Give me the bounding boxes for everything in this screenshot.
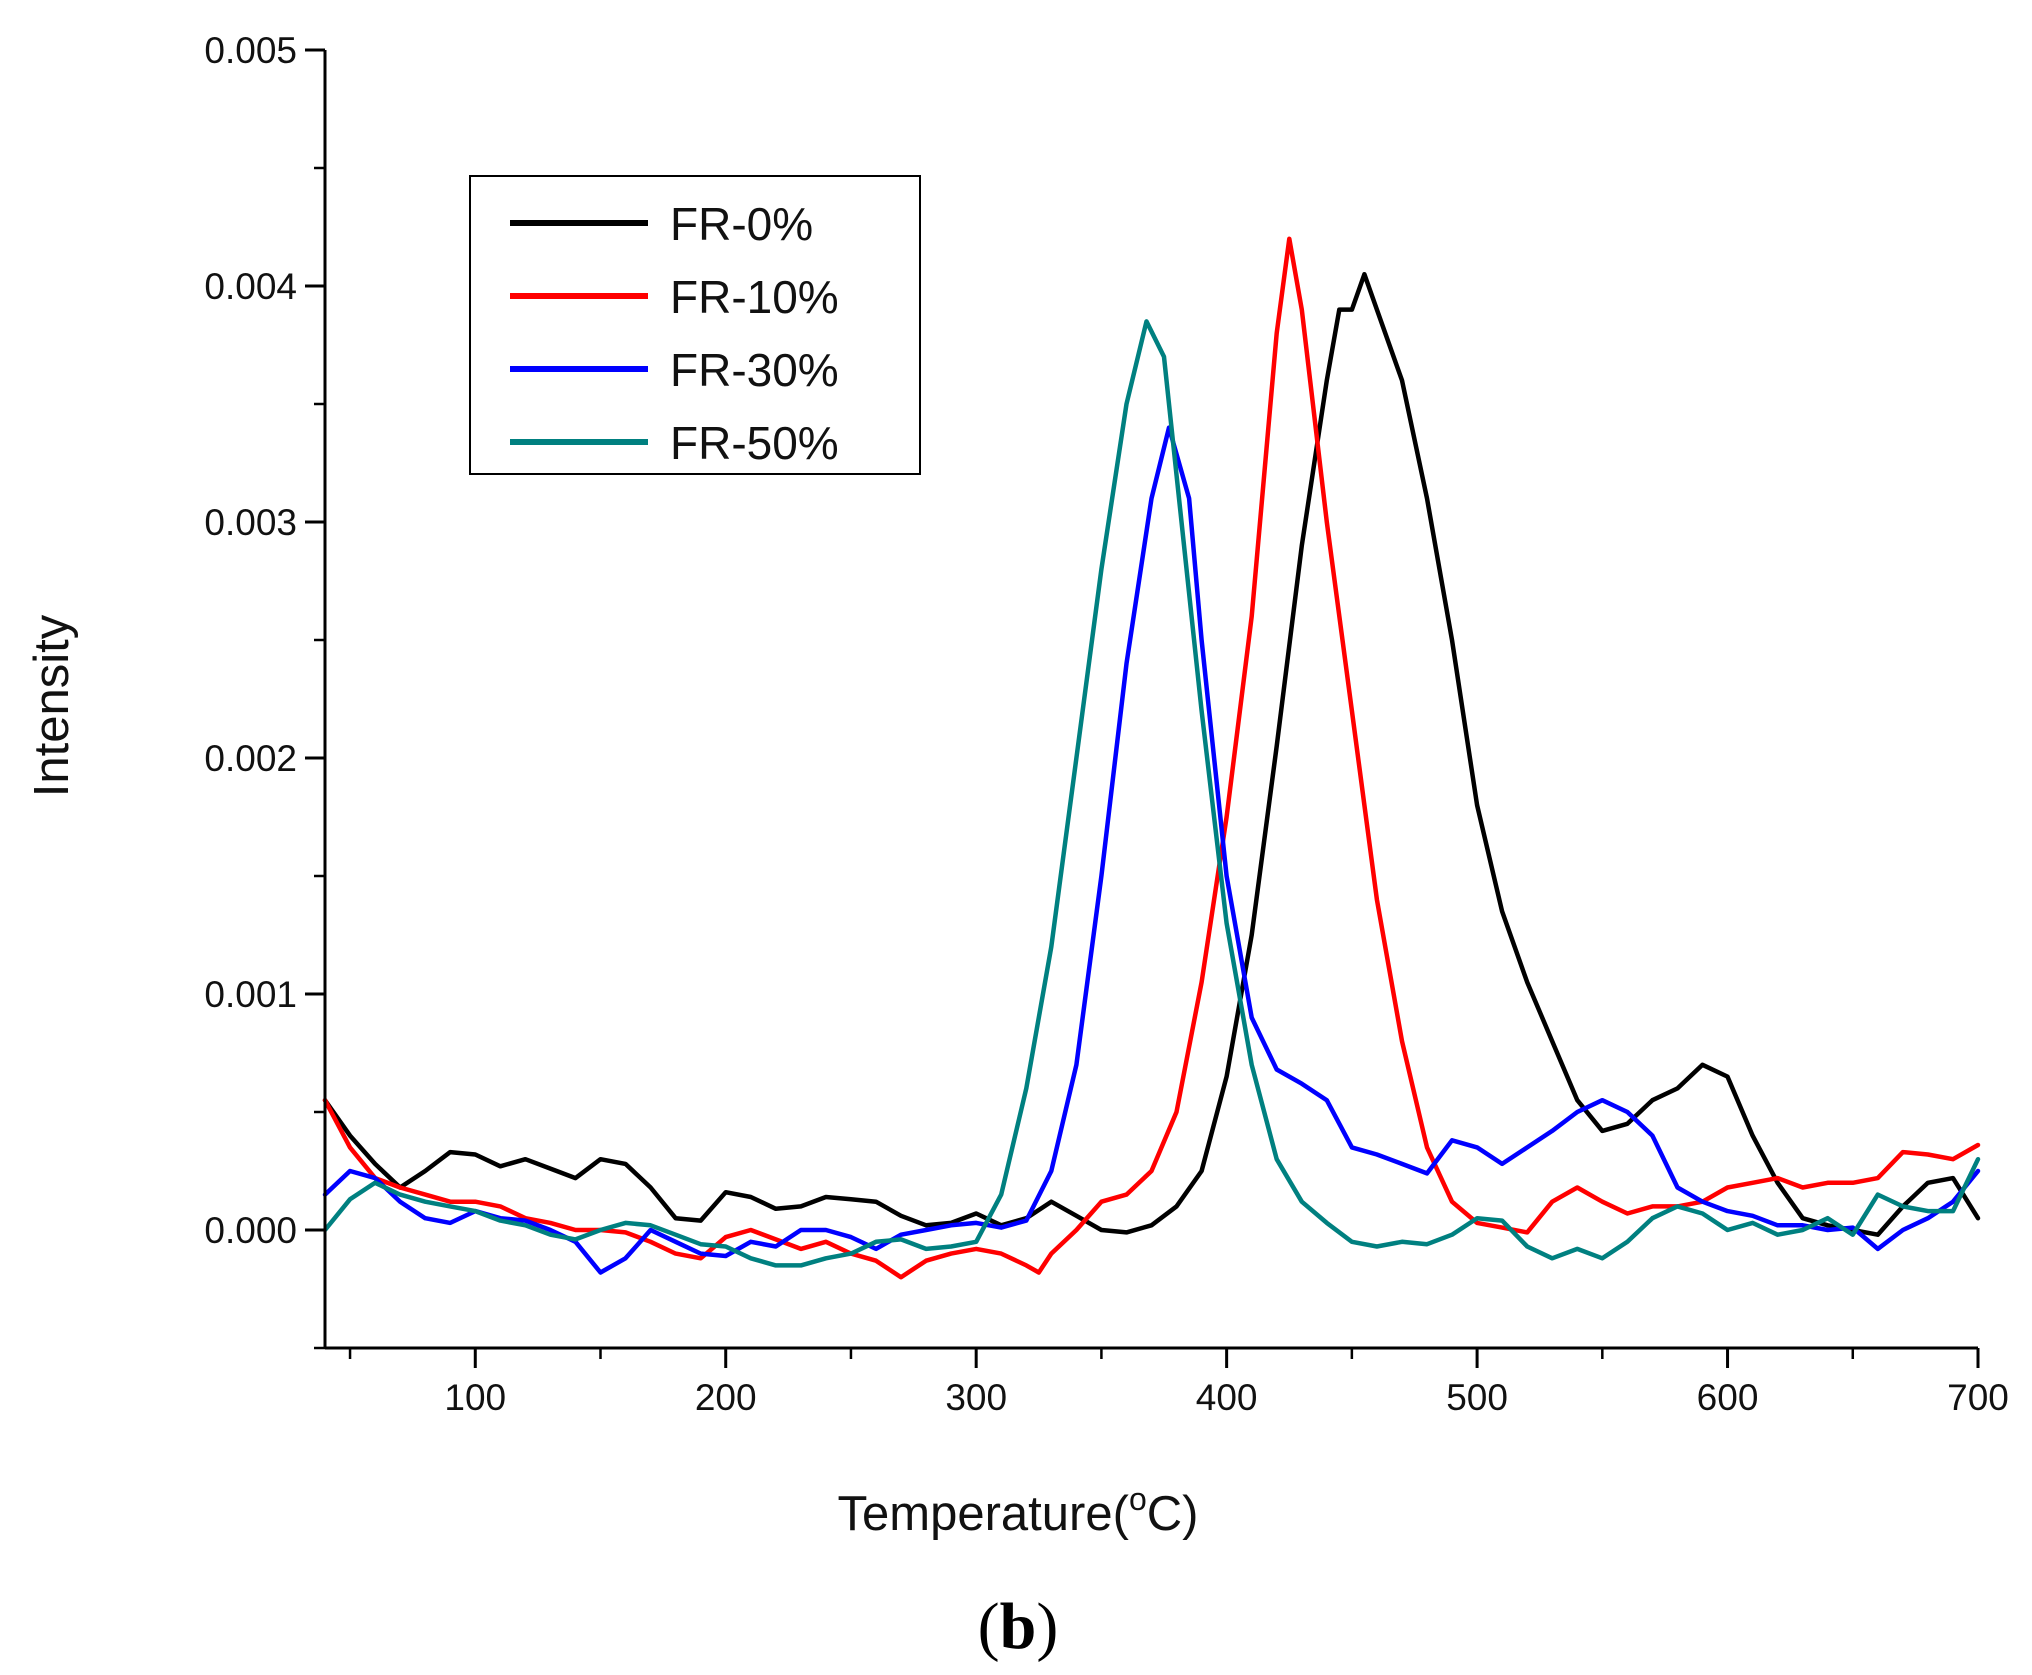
series-line-fr-50 [322, 319, 1981, 1268]
legend-box [469, 175, 921, 475]
legend-label-fr-30: FR-30% [670, 344, 839, 396]
y-tick-label: 0.001 [204, 974, 297, 1015]
x-tick-label: 300 [945, 1377, 1007, 1418]
y-tick-label: 0.000 [204, 1210, 297, 1251]
tick-labels: 0.000 0.001 0.002 0.003 0.004 0.005 100 200 300 4… [204, 30, 2008, 1418]
x-tick-label: 600 [1697, 1377, 1759, 1418]
series-line-fr-0 [322, 271, 1981, 1237]
x-tick-label: 100 [444, 1377, 506, 1418]
legend-entry-fr-30: FR-30% [510, 344, 839, 396]
y-tick-label: 0.005 [204, 30, 297, 71]
series-line-fr-10 [322, 236, 1981, 1280]
x-axis-title-paren: ( [1113, 1487, 1130, 1541]
panel-label-letter: b [1000, 1590, 1037, 1663]
x-axis-title: Temperature(oC) [838, 1481, 1199, 1541]
panel-label-close: ) [1036, 1590, 1058, 1663]
x-tick-label: 500 [1446, 1377, 1508, 1418]
x-axis-title-unit: C) [1147, 1487, 1199, 1541]
x-tick-label: 400 [1196, 1377, 1258, 1418]
axes [305, 48, 1980, 1368]
legend-entry-fr-50: FR-50% [510, 417, 839, 469]
x-tick-label: 200 [695, 1377, 757, 1418]
legend-label-fr-10: FR-10% [670, 271, 839, 323]
x-tick-label: 700 [1947, 1377, 2009, 1418]
legend-entry-fr-0: FR-0% [510, 198, 813, 250]
x-axis-title-text: Temperature [838, 1487, 1113, 1541]
panel-label-open: ( [978, 1590, 1000, 1663]
series-layer [322, 236, 1981, 1280]
legend: FR-0% FR-10% FR-30% FR-50% [469, 175, 921, 475]
y-tick-label: 0.002 [204, 738, 297, 779]
y-axis-title: Intensity [25, 614, 79, 797]
x-axis-title-degree: o [1129, 1481, 1147, 1517]
y-tick-label: 0.004 [204, 266, 297, 307]
legend-label-fr-0: FR-0% [670, 198, 813, 250]
panel-label: (b) [978, 1590, 1059, 1663]
legend-label-fr-50: FR-50% [670, 417, 839, 469]
series-line-fr-30 [322, 425, 1981, 1275]
legend-entry-fr-10: FR-10% [510, 271, 839, 323]
y-tick-label: 0.003 [204, 502, 297, 543]
